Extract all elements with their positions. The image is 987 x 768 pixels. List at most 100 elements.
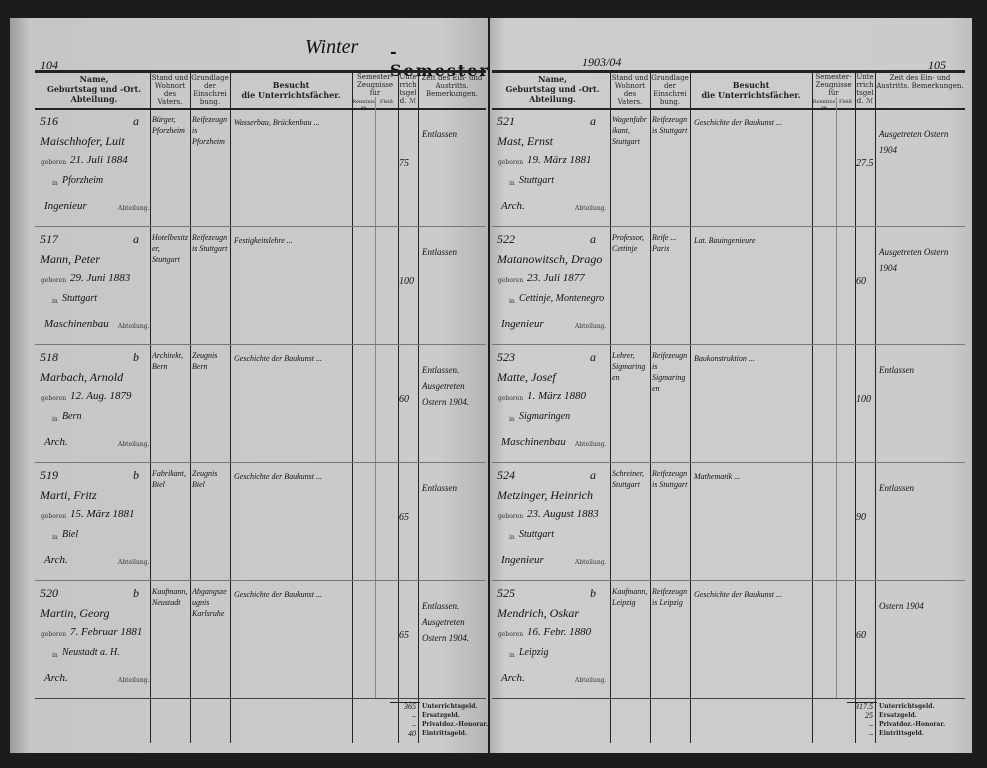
born-label: geboren <box>41 159 67 166</box>
born-label: geboren <box>498 159 524 166</box>
entry-place: Leipzig <box>519 647 549 658</box>
total-rule <box>390 702 420 703</box>
entry-name: Marbach, Arnold <box>40 370 124 384</box>
column-divider <box>836 97 837 698</box>
entry-father: Fabrikant, Biel <box>152 469 186 489</box>
entry-number: 524 <box>497 468 515 482</box>
row-divider <box>492 226 965 227</box>
department-label: Abteilung. <box>118 441 150 448</box>
in-label: in <box>509 298 515 305</box>
column-divider <box>230 70 231 743</box>
row-divider <box>492 580 965 581</box>
column-divider <box>418 70 419 743</box>
entry-father: Wagenfabrikant, Stuttgart <box>612 115 647 146</box>
entry-subjects: Geschichte der Baukunst ... <box>694 590 782 599</box>
header-grundlage: Grundlage der Einschreibung. <box>191 74 229 106</box>
entry-number: 519 <box>40 468 58 482</box>
entry-fee: 60 <box>856 630 866 641</box>
entry-department: Arch. <box>44 436 68 448</box>
entry-department: Ingenieur <box>44 200 87 212</box>
entry-class: a <box>590 468 596 482</box>
right-page: 1903/04 105 Name, Geburtstag und -Ort. Abtei… <box>490 18 972 753</box>
entry-place: Biel <box>62 529 79 540</box>
entry-subjects: Baukonstruktion ... <box>694 354 755 363</box>
department-label: Abteilung. <box>575 205 607 212</box>
entry-number: 525 <box>497 586 515 600</box>
footer-value: 365 <box>404 702 416 711</box>
header-rule <box>35 70 486 73</box>
header-zeit: Zeit des Ein- und Austritts. Bemerkungen… <box>876 74 964 90</box>
column-divider <box>610 70 611 743</box>
entry-subjects: Geschichte der Baukunst ... <box>234 354 322 363</box>
column-divider <box>650 70 651 743</box>
entry-subjects: Festigkeitslehre ... <box>234 236 293 245</box>
footer-value: 25 <box>865 711 873 720</box>
header-name-line: Name, <box>538 74 567 84</box>
footer-label: Unterrichtsgeld. <box>879 703 935 710</box>
entry-note: Ausgetreten Ostern 1904 <box>879 247 949 273</box>
header-zeit: Zeit des Ein- und Austritts. Bemerkungen… <box>421 74 483 98</box>
total-rule <box>847 702 877 703</box>
entry-department: Arch. <box>44 672 68 684</box>
entry-born: 1. März 1880 <box>527 390 586 402</box>
footer-value: – <box>869 720 873 729</box>
entry-name: Mast, Ernst <box>497 134 554 148</box>
entry-class: a <box>590 350 596 364</box>
entry-father: Kaufmann, Neustadt <box>152 587 188 607</box>
department-label: Abteilung. <box>118 559 150 566</box>
entry-born: 15. März 1881 <box>70 508 135 520</box>
footer-label: Eintrittsgeld. <box>422 730 467 737</box>
entry-name: Martin, Georg <box>40 606 110 620</box>
entry-subjects: Geschichte der Baukunst ... <box>234 590 322 599</box>
entry-department: Ingenieur <box>501 554 544 566</box>
department-label: Abteilung. <box>575 677 607 684</box>
entry-born: 16. Febr. 1880 <box>527 626 592 638</box>
entry-place: Sigmaringen <box>519 411 571 422</box>
row-divider <box>35 462 486 463</box>
entry-father: Architekt, Bern <box>152 351 184 371</box>
in-label: in <box>509 652 515 659</box>
entry-place: Stuttgart <box>62 293 98 304</box>
born-label: geboren <box>498 395 524 402</box>
entry-basis: Reifezeugnis Sigmaringen <box>652 351 688 393</box>
entry-born: 29. Juni 1883 <box>70 272 131 284</box>
column-divider <box>375 97 376 698</box>
entry-father: Kaufmann, Leipzig <box>612 587 648 607</box>
in-label: in <box>52 416 58 423</box>
entry-born: 12. Aug. 1879 <box>70 390 132 402</box>
entry-number: 521 <box>497 114 515 128</box>
entry-department: Maschinenbau <box>501 436 566 448</box>
page-number: 104 <box>40 58 58 72</box>
column-divider <box>352 70 353 743</box>
entry-note: Ausgetreten Ostern 1904 <box>879 129 949 155</box>
entry-name: Mann, Peter <box>40 252 100 266</box>
header-stand: Stand und Wohnort des Vaters. <box>611 74 649 106</box>
header-name-line: Name, <box>79 74 109 84</box>
in-label: in <box>52 298 58 305</box>
born-label: geboren <box>41 631 67 638</box>
entry-note: Entlassen. Ausgetreten Ostern 1904. <box>422 601 469 643</box>
header-stand: Stand und Wohnort des Vaters. <box>151 74 189 106</box>
header-name-line: Geburtstag und -Ort. <box>47 84 141 94</box>
row-divider <box>35 344 486 345</box>
entry-name: Matte, Josef <box>497 370 556 384</box>
entry-basis: Zeugnis Biel <box>192 469 218 489</box>
entry-basis: Reife ... Paris <box>652 233 677 253</box>
footer-value: 317.5 <box>855 702 873 711</box>
entry-department: Maschinenbau <box>44 318 109 330</box>
entry-note: Ostern 1904 <box>879 601 924 611</box>
entry-number: 520 <box>40 586 58 600</box>
entry-born: 7. Februar 1881 <box>70 626 143 638</box>
header-kenntnisse: Renntnisse <box>812 99 836 111</box>
header-besucht-line: Besucht <box>272 80 310 90</box>
entry-class: b <box>133 468 139 482</box>
department-label: Abteilung. <box>118 323 150 330</box>
entry-class: b <box>133 350 139 364</box>
entry-class: b <box>590 586 596 600</box>
table-bottom-rule <box>35 698 486 699</box>
header-kenntnisse: Renntnisse <box>352 99 375 111</box>
header-fleiss: Fleiß <box>380 99 393 105</box>
entry-born: 23. Juli 1877 <box>527 272 585 284</box>
footer-label: Unterrichtsgeld. <box>422 703 478 710</box>
